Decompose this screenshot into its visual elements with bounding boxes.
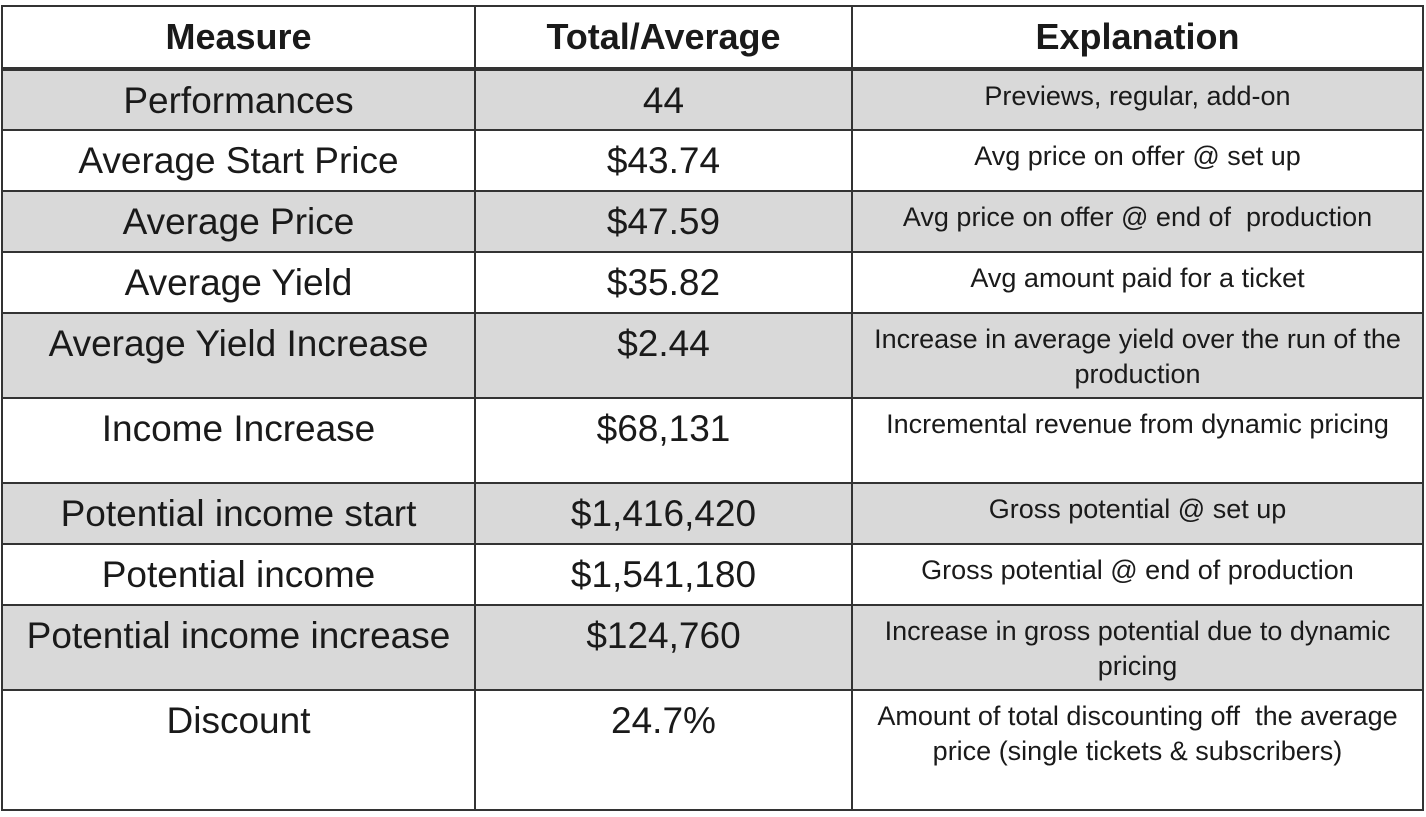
explanation-cell: Gross potential @ set up <box>851 482 1424 545</box>
measure-cell: Potential income increase <box>1 604 476 691</box>
value-cell: $1,416,420 <box>474 482 853 545</box>
table-row: Average Yield $35.82 Avg amount paid for a… <box>1 251 1424 314</box>
value-cell: 24.7% <box>474 689 853 811</box>
table-row: Average Price $47.59 Avg price on offer @ … <box>1 190 1424 253</box>
explanation-cell: Avg amount paid for a ticket <box>851 251 1424 314</box>
table-row: Average Start Price $43.74 Avg price on of… <box>1 129 1424 192</box>
value-cell: $47.59 <box>474 190 853 253</box>
explanation-cell: Gross potential @ end of production <box>851 543 1424 606</box>
measure-cell: Performances <box>1 68 476 131</box>
measure-cell: Average Price <box>1 190 476 253</box>
value-cell: 44 <box>474 68 853 131</box>
measure-cell: Discount <box>1 689 476 811</box>
explanation-cell: Increase in average yield over the run o… <box>851 312 1424 399</box>
table-row: Potential income $1,541,180 Gross potentia… <box>1 543 1424 606</box>
table-row: Potential income start $1,416,420 Gross po… <box>1 482 1424 545</box>
header-cell: Explanation <box>851 5 1424 71</box>
value-cell: $68,131 <box>474 397 853 484</box>
explanation-cell: Avg price on offer @ end of production <box>851 190 1424 253</box>
measure-cell: Income Increase <box>1 397 476 484</box>
header-cell: Total/Average <box>474 5 853 71</box>
value-cell: $35.82 <box>474 251 853 314</box>
measure-cell: Average Yield <box>1 251 476 314</box>
measure-cell: Potential income <box>1 543 476 606</box>
measure-cell: Average Start Price <box>1 129 476 192</box>
header-cell: Measure <box>1 5 476 71</box>
table-row: Discount 24.7% Amount of total discounting… <box>1 689 1424 811</box>
table-body: Performances 44 Previews, regular, add-on A… <box>1 68 1424 811</box>
table-row: Income Increase $68,131 Incremental revenu… <box>1 397 1424 484</box>
value-cell: $2.44 <box>474 312 853 399</box>
value-cell: $1,541,180 <box>474 543 853 606</box>
metrics-table: Measure Total/Average Explanation Perfor… <box>1 5 1424 811</box>
value-cell: $124,760 <box>474 604 853 691</box>
table-row: Performances 44 Previews, regular, add-on <box>1 68 1424 131</box>
explanation-cell: Incremental revenue from dynamic pricing <box>851 397 1424 484</box>
explanation-cell: Previews, regular, add-on <box>851 68 1424 131</box>
value-cell: $43.74 <box>474 129 853 192</box>
explanation-cell: Amount of total discounting off the aver… <box>851 689 1424 811</box>
header-row: Measure Total/Average Explanation <box>1 5 1424 71</box>
table-row: Average Yield Increase $2.44 Increase in a… <box>1 312 1424 399</box>
explanation-cell: Increase in gross potential due to dynam… <box>851 604 1424 691</box>
explanation-cell: Avg price on offer @ set up <box>851 129 1424 192</box>
measure-cell: Average Yield Increase <box>1 312 476 399</box>
measure-cell: Potential income start <box>1 482 476 545</box>
table-row: Potential income increase $124,760 Increas… <box>1 604 1424 691</box>
